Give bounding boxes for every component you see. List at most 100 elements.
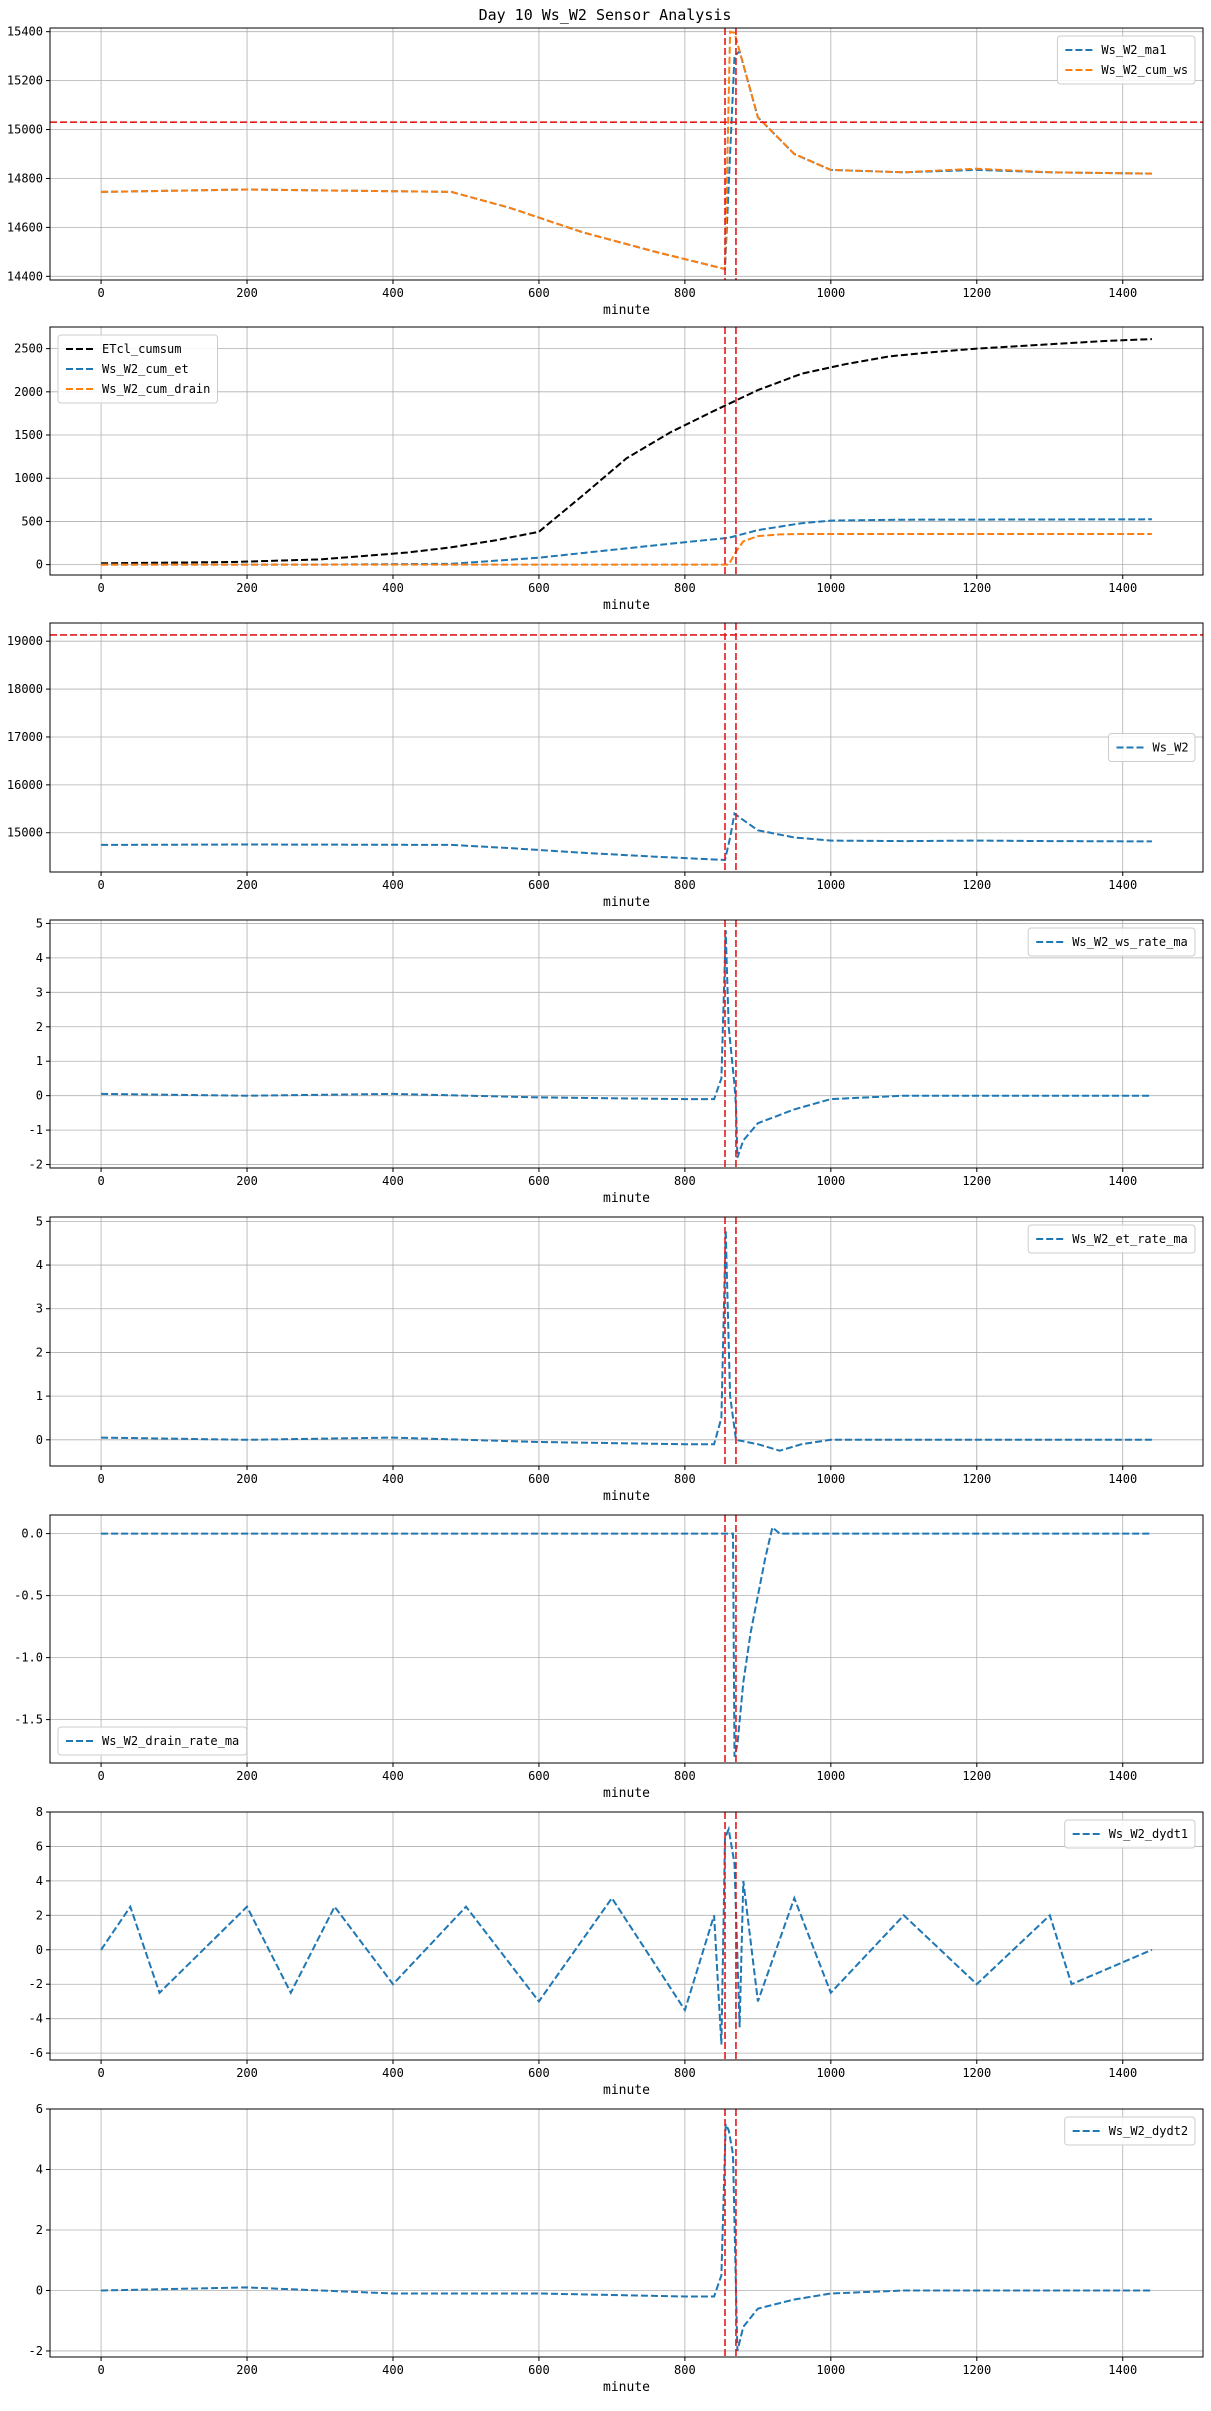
y-tick-label: 14800 (7, 171, 43, 185)
legend-label: ETcl_cumsum (102, 342, 181, 356)
plot-area (100, 1812, 1153, 2060)
plot-area (101, 1217, 1152, 1466)
x-tick-label: 0 (97, 1472, 104, 1486)
y-tick-label: 3 (36, 985, 43, 999)
series-line-1 (101, 49, 1152, 271)
y-tick-label: 5 (36, 916, 43, 930)
legend-label: Ws_W2_cum_drain (102, 382, 210, 396)
series-line-1 (101, 338, 1152, 565)
x-tick-label: 800 (674, 878, 696, 892)
legend-box (1064, 2116, 1196, 2146)
x-tick-label: 200 (236, 1472, 258, 1486)
y-tick-label: 14400 (7, 269, 43, 283)
x-tick-label: 1400 (1108, 581, 1137, 595)
x-tick-label: 200 (236, 1769, 258, 1783)
x-tick-label: 400 (382, 581, 404, 595)
x-axis-label: minute (603, 1191, 650, 1206)
x-tick-label: 1200 (962, 1174, 991, 1188)
x-tick-label: 200 (236, 2363, 258, 2377)
legend-label: Ws_W2_drain_rate_ma (102, 1734, 239, 1748)
y-tick-label: 6 (36, 2102, 43, 2116)
x-tick-label: 600 (528, 878, 550, 892)
x-tick-label: 600 (528, 1769, 550, 1783)
plot-area (101, 1515, 1152, 1763)
legend: Ws_W2_dydt1 (1064, 1819, 1196, 1849)
x-tick-label: 400 (382, 286, 404, 300)
x-tick-label: 400 (382, 878, 404, 892)
y-tick-label: -2 (29, 2344, 43, 2358)
axes-frame (49, 27, 1204, 281)
x-tick-label: 1000 (816, 1472, 845, 1486)
x-tick-label: 0 (97, 581, 104, 595)
chart-8: 0 200 400 600 800 1000 1200 1400 -2 0 2 4 6 minute Ws_… (29, 2102, 1204, 2395)
x-tick-label: 1000 (816, 286, 845, 300)
charts-container: 0 200 400 600 800 1000 1200 1400144001460014800… (7, 25, 1204, 2395)
plot-area (50, 623, 1203, 872)
y-tick-label: 14600 (7, 220, 43, 234)
x-tick-label: 1400 (1108, 2066, 1137, 2080)
x-tick-label: 1400 (1108, 2363, 1137, 2377)
x-tick-label: 0 (97, 878, 104, 892)
x-tick-label: 200 (236, 1174, 258, 1188)
legend: Ws_W2_ma1 Ws_W2_cum_ws (1056, 35, 1196, 85)
y-tick-label: 1 (36, 1054, 43, 1068)
legend: Ws_W2_et_rate_ma (1027, 1224, 1196, 1254)
x-tick-label: 1400 (1108, 1769, 1137, 1783)
x-tick-label: 1000 (816, 878, 845, 892)
x-tick-label: 1200 (962, 878, 991, 892)
x-axis-label: minute (603, 895, 650, 910)
y-tick-label: -2 (29, 1977, 43, 1991)
chart-5: 0 200 400 600 800 1000 1200 1400 0 1 2 3 4 5 minute Ws_… (36, 1214, 1204, 1504)
legend-box (1027, 927, 1196, 957)
y-tick-label: 3 (36, 1302, 43, 1316)
x-tick-label: 1400 (1108, 286, 1137, 300)
legend-box (1056, 35, 1196, 85)
y-tick-label: 1000 (14, 471, 43, 485)
axes-frame (49, 1514, 1204, 1764)
axes-frame (49, 2108, 1204, 2358)
y-tick-label: 0 (36, 2283, 43, 2297)
x-tick-label: 1200 (962, 1769, 991, 1783)
x-tick-label: 800 (674, 2066, 696, 2080)
chart-7: 0 200 400 600 800 1000 1200 1400 -6 -4 -2 0 2 4 6 8 minu… (29, 1805, 1204, 2098)
legend-box (57, 1726, 248, 1756)
x-tick-label: 1000 (816, 2066, 845, 2080)
y-tick-label: 2000 (14, 385, 43, 399)
series-line-1 (101, 930, 1152, 1159)
x-axis-label: minute (603, 1786, 650, 1801)
y-tick-label: 2 (36, 1908, 43, 1922)
legend-label: Ws_W2_dydt1 (1109, 1827, 1188, 1841)
series-line-1 (101, 2123, 1152, 2352)
x-axis-label: minute (603, 2380, 650, 2395)
series-line-1 (101, 1525, 1152, 1758)
x-tick-label: 600 (528, 1174, 550, 1188)
x-tick-label: 800 (674, 581, 696, 595)
y-tick-label: -6 (29, 2046, 43, 2060)
x-tick-label: 1200 (962, 2066, 991, 2080)
figure-title: Day 10 Ws_W2 Sensor Analysis (479, 6, 732, 24)
y-tick-label: 16000 (7, 778, 43, 792)
x-tick-label: 1200 (962, 286, 991, 300)
axes-frame (49, 326, 1204, 576)
axes-frame (49, 1811, 1204, 2061)
legend-box (1027, 1224, 1196, 1254)
x-tick-label: 400 (382, 2066, 404, 2080)
x-tick-label: 1200 (962, 1472, 991, 1486)
x-tick-label: 0 (97, 1174, 104, 1188)
x-tick-label: 1400 (1108, 878, 1137, 892)
y-tick-label: 19000 (7, 634, 43, 648)
legend-label: Ws_W2 (1153, 741, 1189, 755)
legend-box (57, 334, 218, 404)
y-tick-label: 5 (36, 1214, 43, 1228)
y-tick-label: 17000 (7, 730, 43, 744)
x-tick-label: 1000 (816, 1174, 845, 1188)
y-tick-label: 6 (36, 1839, 43, 1853)
y-tick-label: 2 (36, 1345, 43, 1359)
y-tick-label: 4 (36, 1874, 43, 1888)
legend: Ws_W2_ws_rate_ma (1027, 927, 1196, 957)
legend-box (1064, 1819, 1196, 1849)
x-tick-label: 1200 (962, 2363, 991, 2377)
y-tick-label: 15400 (7, 25, 43, 39)
x-tick-label: 600 (528, 2066, 550, 2080)
x-tick-label: 1400 (1108, 1472, 1137, 1486)
